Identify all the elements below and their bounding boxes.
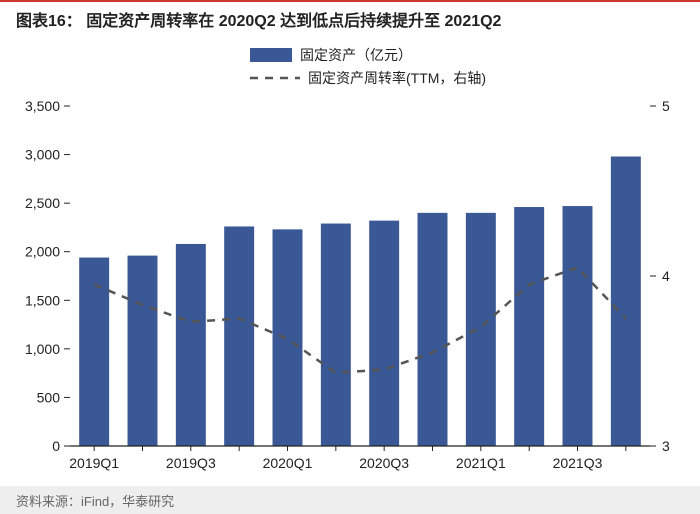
legend-bar-swatch	[250, 48, 292, 62]
bar	[466, 213, 496, 446]
chart-title: 图表16： 固定资产周转率在 2020Q2 达到低点后持续提升至 2021Q2	[0, 7, 501, 31]
x-tick-label: 2020Q1	[263, 455, 313, 471]
bar	[128, 256, 158, 446]
y-right-tick-label: 4	[662, 268, 670, 284]
y-left-tick-label: 3,500	[25, 98, 60, 114]
bar	[321, 224, 351, 446]
bar	[563, 206, 593, 446]
figure-container: 图表16： 固定资产周转率在 2020Q2 达到低点后持续提升至 2021Q2 …	[0, 0, 700, 514]
chart-svg: 0 500 1,000 1,500 2,000 2,500 3,000 3,500 3 4 5 201…	[0, 36, 700, 486]
title-bar: 图表16： 固定资产周转率在 2020Q2 达到低点后持续提升至 2021Q2	[0, 0, 700, 36]
y-left-tick-label: 1,000	[25, 341, 60, 357]
bar	[418, 213, 448, 446]
x-tick-label: 2020Q3	[359, 455, 409, 471]
plot-area: 0 500 1,000 1,500 2,000 2,500 3,000 3,500 3 4 5 201…	[0, 36, 700, 486]
y-left-tick-label: 500	[37, 389, 61, 405]
bar	[369, 221, 399, 446]
turnover-line	[94, 268, 626, 373]
bar	[514, 207, 544, 446]
bar	[224, 226, 254, 446]
x-tick-label: 2019Q1	[69, 455, 119, 471]
bar	[273, 229, 303, 446]
bar	[176, 244, 206, 446]
y-left-tick-label: 0	[52, 438, 60, 454]
source-text: 资料来源：iFind，华泰研究	[0, 491, 174, 510]
legend-line-label: 固定资产周转率(TTM，右轴)	[308, 70, 486, 86]
y-right-tick-label: 3	[662, 438, 670, 454]
y-right-tick-label: 5	[662, 98, 670, 114]
x-tick-label: 2021Q1	[456, 455, 506, 471]
x-tick-label: 2021Q3	[553, 455, 603, 471]
source-bar: 资料来源：iFind，华泰研究	[0, 486, 700, 514]
y-left-tick-label: 1,500	[25, 292, 60, 308]
y-left-tick-label: 3,000	[25, 147, 60, 163]
bar	[611, 157, 641, 446]
x-tick-label: 2019Q3	[166, 455, 216, 471]
legend-bar-label: 固定资产（亿元）	[300, 47, 412, 63]
y-left-tick-label: 2,000	[25, 244, 60, 260]
y-left-tick-label: 2,500	[25, 195, 60, 211]
